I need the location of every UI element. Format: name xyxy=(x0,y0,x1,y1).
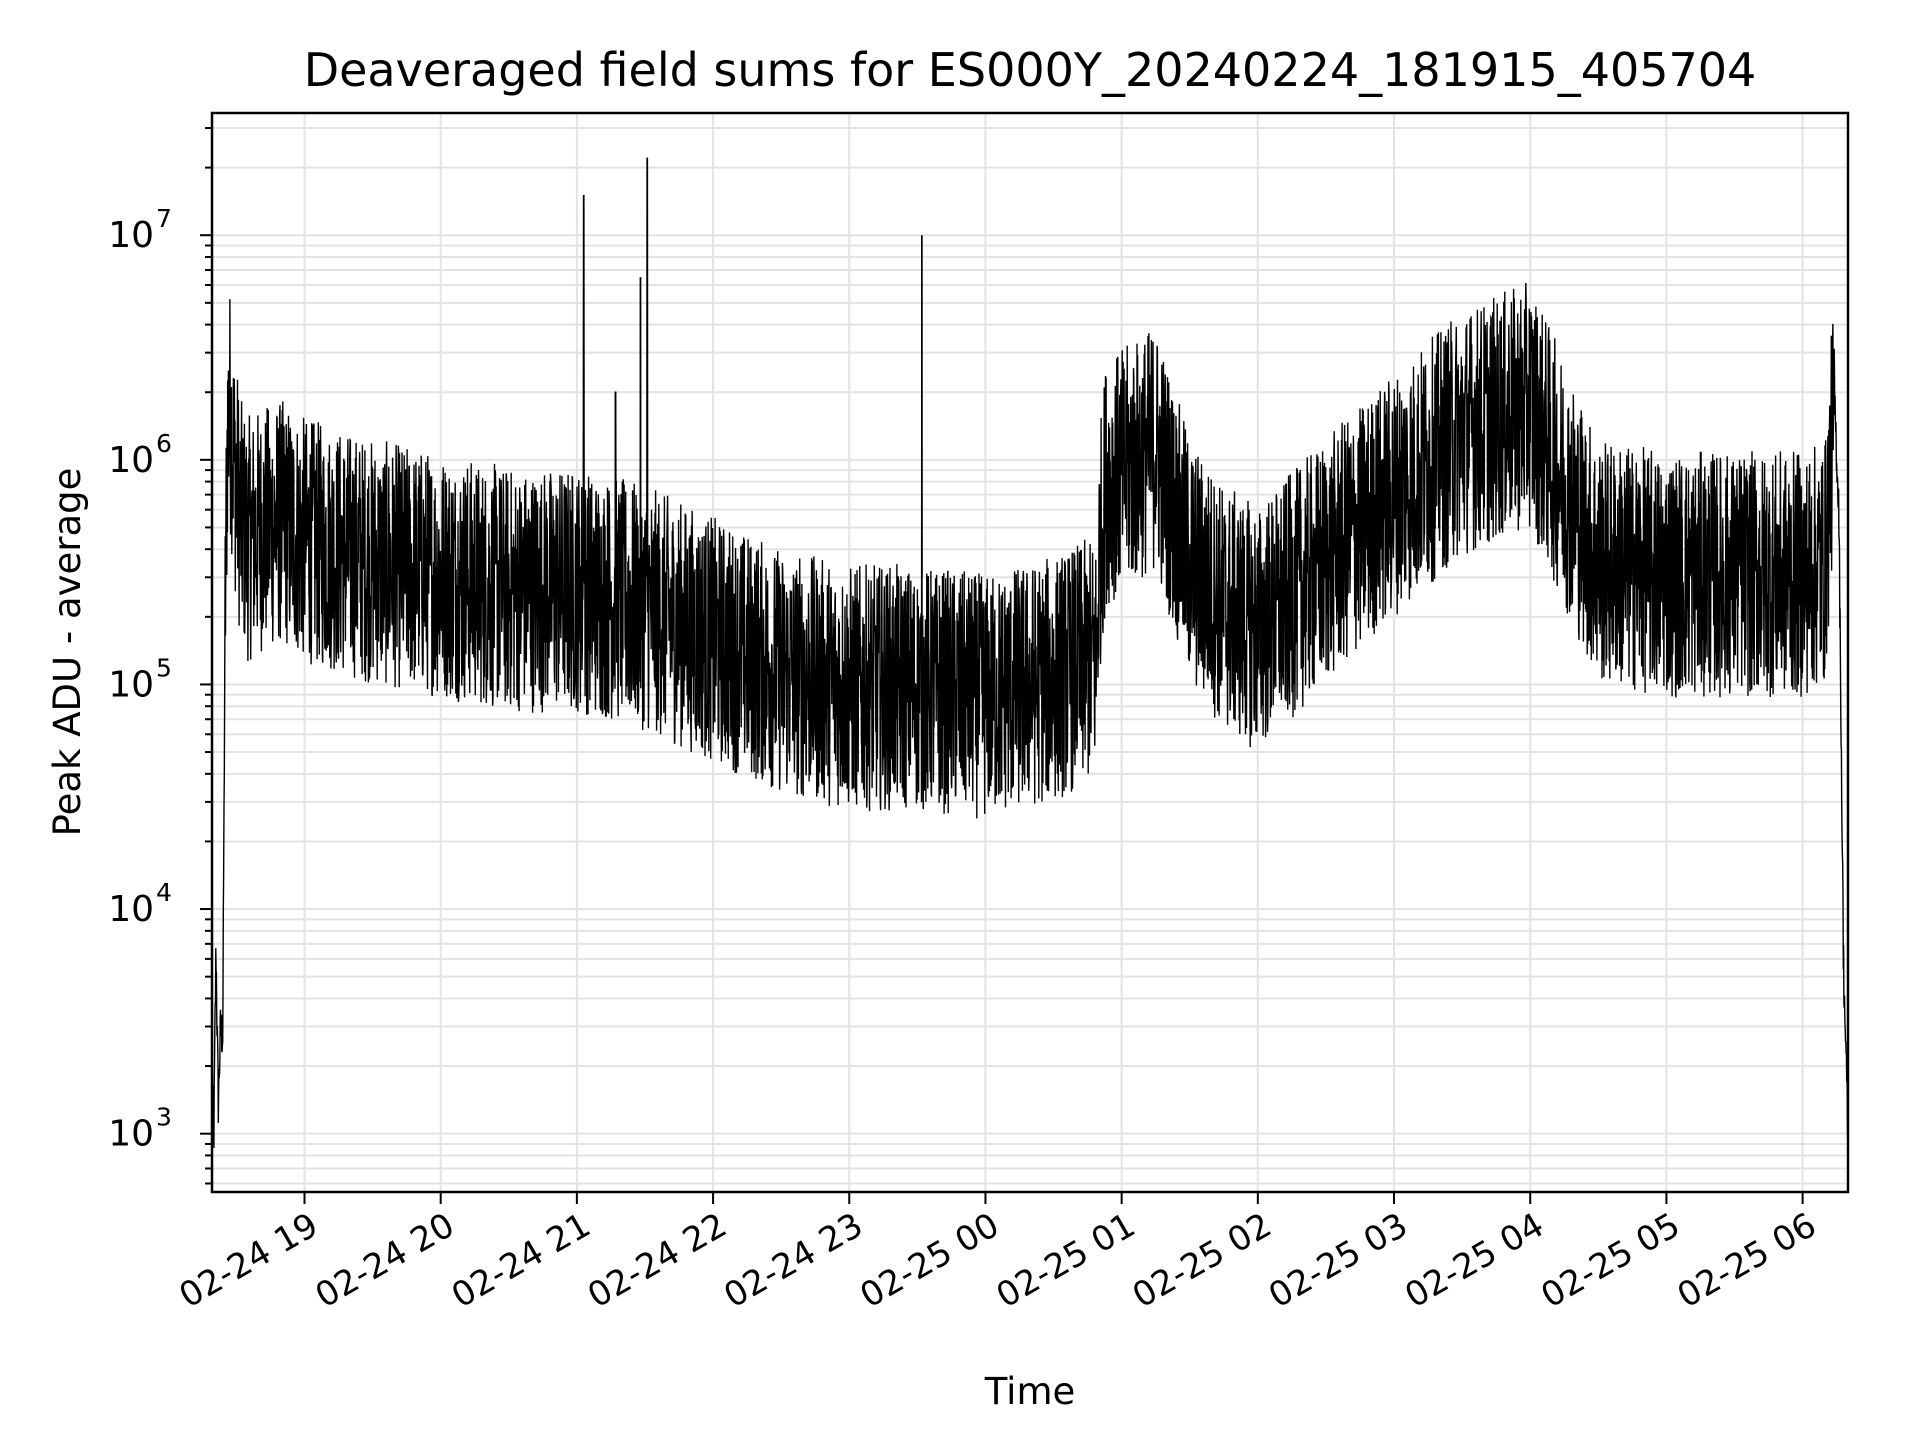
y-tick-label: 10 xyxy=(108,440,154,481)
x-axis-label: Time xyxy=(984,1370,1076,1413)
chart-title: Deaveraged field sums for ES000Y_2024022… xyxy=(304,43,1757,97)
data-series-line xyxy=(212,157,1848,1149)
y-tick-exponent: 5 xyxy=(156,653,172,682)
y-tick-exponent: 4 xyxy=(156,878,172,907)
y-tick-label: 10 xyxy=(108,889,154,930)
plot-area xyxy=(212,157,1848,1149)
y-tick-exponent: 6 xyxy=(156,429,172,458)
y-tick-exponent: 7 xyxy=(156,204,172,233)
y-tick-exponent: 3 xyxy=(156,1103,172,1132)
plot-frame xyxy=(210,111,1850,1194)
y-axis-label: Peak ADU - average xyxy=(46,468,89,837)
y-tick-label: 10 xyxy=(108,664,154,705)
y-tick-label: 10 xyxy=(108,215,154,256)
y-tick-label: 10 xyxy=(108,1114,154,1155)
